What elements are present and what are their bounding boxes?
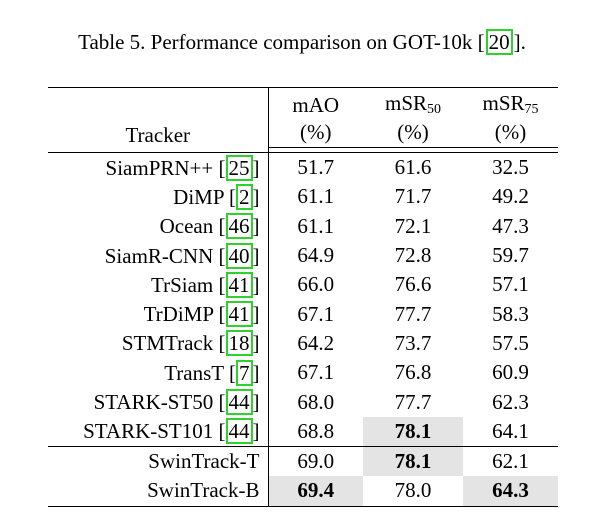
msr75-value: 58.3 — [492, 301, 529, 326]
tracker-name: STARK-ST101 — [83, 419, 214, 444]
tracker-name: DiMP — [173, 184, 224, 209]
table-row: STARK-ST50 [44] 68.0 77.7 62.3 — [48, 387, 558, 417]
msr75-value: 59.7 — [492, 243, 529, 268]
mao-value: 68.8 — [268, 416, 363, 447]
tracker-name-cell: STMTrack [18] — [48, 328, 269, 359]
tracker-name: TransT — [164, 360, 224, 385]
table-row: SwinTrack-B 69.4 78.0 64.3 — [48, 476, 558, 507]
header-msr50-unit: (%) — [363, 118, 463, 148]
tracker-name-cell: TransT [7] — [48, 358, 269, 388]
mao-value: 64.9 — [297, 243, 335, 268]
table-caption: Table 5. Performance comparison on GOT-1… — [0, 29, 604, 55]
msr50-value: 78.0 — [363, 476, 463, 507]
tracker-name-cell: Ocean [46] — [48, 211, 269, 241]
tracker-name: SwinTrack-T — [148, 449, 260, 474]
mao-value: 66.0 — [297, 272, 335, 297]
caption-citation-link[interactable]: 20 — [485, 29, 513, 55]
citation-link[interactable]: 2 — [236, 183, 253, 210]
msr50-value: 72.1 — [394, 213, 432, 238]
mao-value: 69.0 — [297, 449, 335, 474]
caption-text-end: ]. — [513, 30, 526, 54]
msr75-value: 64.1 — [463, 416, 558, 447]
tracker-name: TrDiMP — [143, 302, 214, 327]
header-msr50: mSR50 — [363, 87, 463, 118]
citation-link[interactable]: 40 — [225, 242, 253, 269]
msr50-value: 61.6 — [394, 155, 432, 180]
table-row: DiMP [2] 61.1 71.7 49.2 — [48, 182, 558, 212]
header-msr75-unit: (%) — [463, 118, 558, 148]
citation-link[interactable]: 7 — [236, 359, 253, 386]
msr75-value: 60.9 — [492, 360, 529, 385]
header-msr50-main: mSR — [384, 91, 428, 115]
tracker-name-cell: SiamPRN++ [25] — [48, 152, 269, 183]
citation-link[interactable]: 46 — [225, 213, 253, 240]
tracker-name-cell: TrSiam [41] — [48, 270, 269, 300]
msr50-value: 71.7 — [394, 184, 432, 209]
tracker-name: STMTrack — [121, 331, 214, 356]
mao-value: 64.2 — [297, 330, 335, 355]
citation-link[interactable]: 18 — [225, 330, 253, 357]
table-row: TrSiam [41] 66.0 76.6 57.1 — [48, 270, 558, 300]
header-mao-unit: (%) — [268, 118, 363, 148]
citation-link[interactable]: 44 — [225, 418, 253, 445]
results-table: Tracker mAO mSR50 mSR75 (%) (%) (%) Siam… — [48, 87, 558, 507]
mao-value: 61.1 — [297, 184, 335, 209]
table-row: Ocean [46] 61.1 72.1 47.3 — [48, 211, 558, 241]
tracker-name-cell: SwinTrack-B — [48, 476, 269, 507]
tracker-name-cell: DiMP [2] — [48, 182, 269, 212]
table-row: STMTrack [18] 64.2 73.7 57.5 — [48, 328, 558, 359]
table-row: TrDiMP [41] 67.1 77.7 58.3 — [48, 299, 558, 329]
msr50-value: 73.7 — [394, 330, 432, 355]
caption-text: Table 5. Performance comparison on GOT-1… — [78, 30, 485, 54]
table-row: STARK-ST101 [44] 68.8 78.1 64.1 — [48, 416, 558, 447]
mao-value: 51.7 — [297, 155, 335, 180]
mao-value: 68.0 — [297, 389, 335, 414]
msr75-value: 57.1 — [492, 272, 529, 297]
header-msr75-sub: 75 — [524, 102, 539, 117]
tracker-name: STARK-ST50 — [93, 390, 214, 415]
msr50-value: 76.8 — [394, 360, 432, 385]
citation-link[interactable]: 44 — [225, 389, 253, 416]
header-msr50-sub: 50 — [427, 102, 442, 117]
mao-value: 61.1 — [297, 213, 335, 238]
header-tracker: Tracker — [48, 87, 269, 148]
citation-link[interactable]: 25 — [225, 154, 253, 181]
tracker-name-cell: TrDiMP [41] — [48, 299, 269, 329]
msr50-value: 78.1 — [363, 416, 463, 447]
header-msr75-main: mSR — [482, 91, 525, 115]
header-msr75: mSR75 — [463, 87, 558, 118]
table-row: SwinTrack-T 69.0 78.1 62.1 — [48, 446, 558, 477]
mao-value: 69.4 — [268, 476, 363, 507]
citation-link[interactable]: 41 — [225, 271, 253, 298]
mao-value: 67.1 — [297, 360, 335, 385]
citation-link[interactable]: 41 — [225, 301, 253, 328]
tracker-name: SwinTrack-B — [147, 478, 260, 503]
msr75-value: 57.5 — [492, 330, 529, 355]
header-mao: mAO — [268, 87, 363, 118]
msr75-value: 49.2 — [492, 184, 529, 209]
msr50-value: 77.7 — [394, 389, 432, 414]
msr75-value: 64.3 — [463, 476, 558, 507]
msr50-value: 77.7 — [394, 301, 432, 326]
msr50-value: 78.1 — [363, 446, 463, 477]
tracker-name: TrSiam — [150, 272, 214, 297]
tracker-name: Ocean — [159, 214, 214, 239]
tracker-name-cell: SwinTrack-T — [48, 446, 269, 477]
table-row: SiamPRN++ [25] 51.7 61.6 32.5 — [48, 152, 558, 183]
tracker-name: SiamR-CNN — [104, 243, 214, 268]
msr75-value: 47.3 — [492, 213, 529, 238]
table-row: TransT [7] 67.1 76.8 60.9 — [48, 358, 558, 388]
msr75-value: 62.3 — [492, 389, 529, 414]
msr75-value: 62.1 — [492, 449, 529, 474]
tracker-name: SiamPRN++ — [105, 155, 214, 180]
msr75-value: 32.5 — [492, 155, 529, 180]
msr50-value: 72.8 — [394, 243, 432, 268]
table-row: SiamR-CNN [40] 64.9 72.8 59.7 — [48, 240, 558, 271]
tracker-name-cell: SiamR-CNN [40] — [48, 240, 269, 271]
tracker-name-cell: STARK-ST50 [44] — [48, 387, 269, 417]
mao-value: 67.1 — [297, 301, 335, 326]
tracker-name-cell: STARK-ST101 [44] — [48, 416, 269, 447]
msr50-value: 76.6 — [394, 272, 432, 297]
